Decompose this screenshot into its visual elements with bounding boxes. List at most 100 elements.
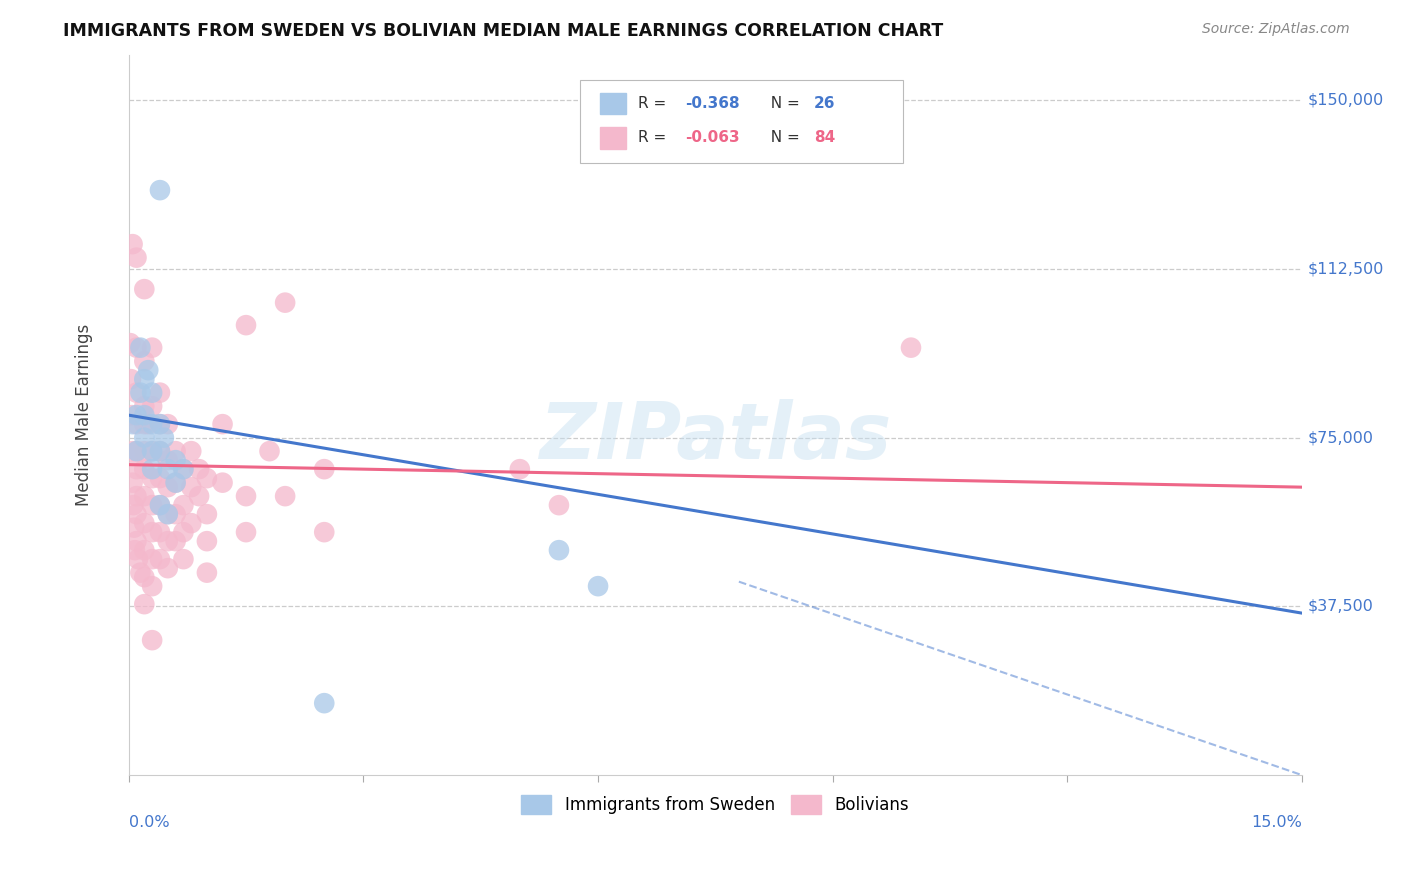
Point — [141, 552, 163, 566]
Point — [274, 295, 297, 310]
Point — [188, 489, 211, 503]
Point — [141, 444, 163, 458]
Point — [124, 543, 146, 558]
Point — [165, 444, 187, 458]
Point — [134, 516, 156, 530]
Point — [125, 408, 148, 422]
Point — [125, 534, 148, 549]
Point — [149, 471, 172, 485]
Point — [156, 462, 179, 476]
Point — [134, 489, 156, 503]
Point — [156, 507, 179, 521]
Point — [149, 385, 172, 400]
Text: $150,000: $150,000 — [1308, 93, 1385, 108]
Point — [165, 507, 187, 521]
Point — [134, 570, 156, 584]
Point — [141, 417, 163, 432]
Point — [156, 480, 179, 494]
Point — [141, 498, 163, 512]
Point — [211, 475, 233, 490]
Text: R =: R = — [638, 95, 671, 111]
Point — [134, 417, 156, 432]
Point — [314, 462, 336, 476]
Text: IMMIGRANTS FROM SWEDEN VS BOLIVIAN MEDIAN MALE EARNINGS CORRELATION CHART: IMMIGRANTS FROM SWEDEN VS BOLIVIAN MEDIA… — [63, 22, 943, 40]
Point — [195, 471, 218, 485]
Text: $37,500: $37,500 — [1308, 599, 1374, 614]
Point — [125, 489, 148, 503]
Point — [120, 372, 142, 386]
Point — [125, 251, 148, 265]
Point — [156, 534, 179, 549]
Point — [136, 363, 159, 377]
Bar — [600, 93, 626, 114]
Text: 26: 26 — [814, 95, 835, 111]
Point — [134, 543, 156, 558]
Point — [134, 408, 156, 422]
Point — [172, 498, 194, 512]
Bar — [600, 128, 626, 149]
Point — [153, 431, 176, 445]
Point — [127, 552, 149, 566]
Text: R =: R = — [638, 130, 671, 145]
Point — [195, 507, 218, 521]
Point — [156, 507, 179, 521]
Point — [141, 462, 163, 476]
Point — [149, 498, 172, 512]
Point — [235, 525, 257, 540]
Point — [125, 417, 148, 432]
Point — [165, 475, 187, 490]
Point — [129, 566, 152, 580]
Text: Median Male Earnings: Median Male Earnings — [75, 324, 93, 507]
Text: -0.368: -0.368 — [685, 95, 740, 111]
Point — [165, 453, 187, 467]
FancyBboxPatch shape — [581, 80, 903, 163]
Point — [156, 453, 179, 467]
Point — [122, 521, 145, 535]
Text: ZIPatlas: ZIPatlas — [540, 399, 891, 475]
Point — [172, 462, 194, 476]
Point — [195, 566, 218, 580]
Point — [156, 561, 179, 575]
Point — [548, 543, 571, 558]
Text: 84: 84 — [814, 130, 835, 145]
Text: -0.063: -0.063 — [685, 130, 740, 145]
Point — [141, 341, 163, 355]
Point — [125, 444, 148, 458]
Point — [149, 417, 172, 432]
Point — [125, 507, 148, 521]
Point — [134, 372, 156, 386]
Point — [122, 498, 145, 512]
Point — [121, 475, 143, 490]
Point — [165, 475, 187, 490]
Point — [172, 525, 194, 540]
Point — [156, 417, 179, 432]
Point — [180, 480, 202, 494]
Point — [141, 525, 163, 540]
Point — [134, 399, 156, 413]
Point — [134, 597, 156, 611]
Point — [120, 336, 142, 351]
Text: $75,000: $75,000 — [1308, 430, 1374, 445]
Point — [121, 408, 143, 422]
Point — [165, 534, 187, 549]
Point — [235, 489, 257, 503]
Legend: Immigrants from Sweden, Bolivians: Immigrants from Sweden, Bolivians — [515, 789, 917, 821]
Point — [211, 417, 233, 432]
Point — [136, 417, 159, 432]
Point — [134, 282, 156, 296]
Point — [125, 444, 148, 458]
Point — [134, 444, 156, 458]
Text: 15.0%: 15.0% — [1251, 814, 1302, 830]
Point — [121, 237, 143, 252]
Point — [149, 444, 172, 458]
Point — [274, 489, 297, 503]
Point — [141, 399, 163, 413]
Point — [509, 462, 531, 476]
Point — [235, 318, 257, 333]
Point — [149, 498, 172, 512]
Point — [134, 354, 156, 368]
Point — [149, 444, 172, 458]
Point — [188, 462, 211, 476]
Point — [586, 579, 609, 593]
Point — [548, 498, 571, 512]
